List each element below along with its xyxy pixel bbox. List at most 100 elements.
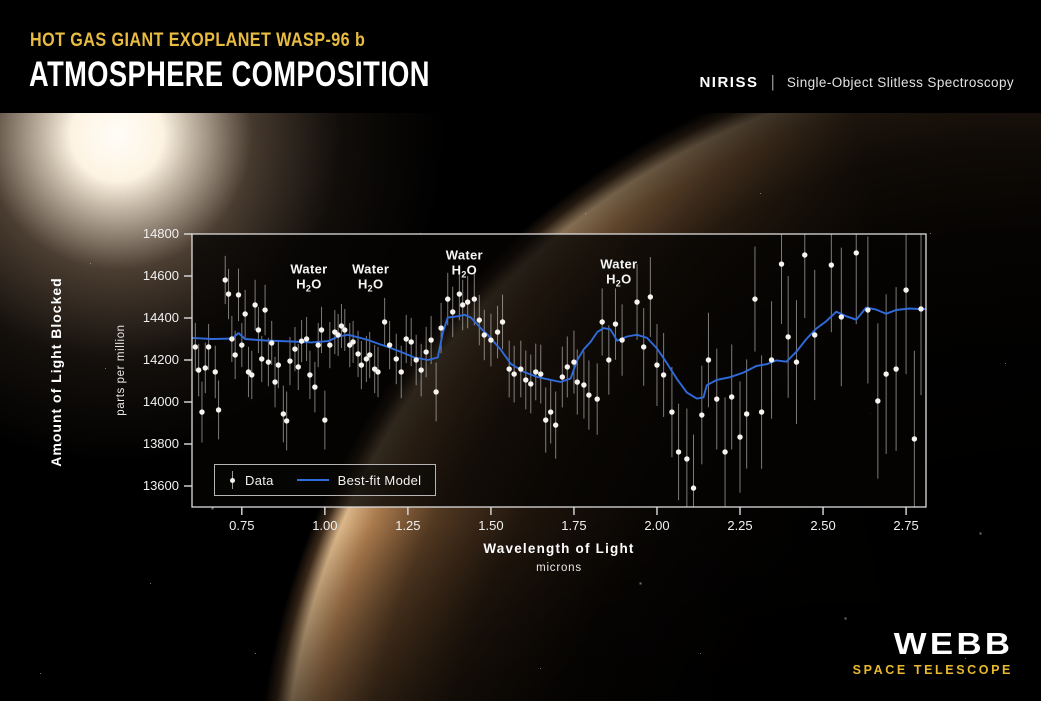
data-point (778, 261, 785, 267)
data-point (315, 342, 321, 348)
data-point (438, 325, 444, 331)
data-point (903, 287, 909, 293)
data-point (322, 417, 328, 423)
data-point (327, 342, 333, 348)
data-point (283, 418, 290, 424)
y-tick-label: 14600 (142, 268, 179, 283)
y-tick-label: 14400 (142, 310, 179, 325)
data-point (229, 336, 235, 342)
y-tick-label: 13600 (142, 478, 179, 493)
legend-label-model: Best-fit Model (337, 472, 422, 488)
data-point-marker-icon (229, 471, 236, 489)
data-point (398, 369, 404, 375)
data-point (538, 371, 544, 377)
water-annotation: Water H2O (290, 261, 328, 294)
data-point (355, 351, 361, 357)
data-point (295, 364, 301, 370)
data-point (366, 352, 373, 358)
data-point (423, 349, 429, 355)
data-point (239, 342, 245, 348)
data-point (883, 371, 889, 377)
x-axis-title: Wavelength of Light (483, 541, 635, 556)
data-point (450, 309, 456, 315)
data-point (518, 366, 524, 372)
data-point (828, 262, 835, 268)
data-point (192, 344, 199, 350)
data-point (758, 409, 765, 415)
data-point (793, 359, 800, 365)
data-point (215, 407, 222, 413)
data-point (272, 379, 278, 385)
data-point (684, 456, 690, 462)
y-tick-label: 14200 (142, 352, 179, 367)
data-point (494, 329, 501, 335)
data-point (523, 377, 529, 383)
data-point (669, 409, 675, 415)
data-point (654, 362, 660, 368)
instrument-divider: | (770, 72, 775, 91)
data-point (459, 302, 466, 308)
kicker-title: HOT GAS GIANT EXOPLANET WASP-96 b (30, 30, 366, 51)
data-point (312, 384, 318, 390)
data-point (292, 346, 298, 352)
data-point (875, 398, 881, 404)
data-point (865, 307, 871, 313)
webb-logo-tagline: SPACE TELESCOPE (852, 663, 1013, 677)
data-point (705, 357, 712, 363)
data-point (853, 250, 859, 256)
y-tick-label: 13800 (142, 436, 179, 451)
y-axis-subtitle: parts per million (115, 324, 127, 416)
x-axis-subtitle: microns (536, 562, 582, 574)
x-tick-label: 2.25 (727, 518, 753, 533)
data-point (375, 369, 381, 375)
water-annotation: Water H2O (600, 256, 638, 289)
data-point (262, 307, 268, 313)
data-point (464, 299, 471, 305)
tick-marks (184, 233, 907, 515)
data-point (581, 382, 587, 388)
data-point (418, 367, 424, 373)
data-point (528, 381, 534, 387)
data-point (543, 417, 549, 423)
data-point (559, 374, 566, 380)
instrument-name: NIRISS (699, 73, 759, 91)
data-point (729, 394, 735, 400)
data-point (195, 367, 202, 373)
data-point (893, 366, 899, 372)
data-point (586, 392, 592, 398)
data-point (488, 337, 494, 343)
data-point (202, 365, 208, 371)
data-point (511, 371, 517, 377)
data-point (287, 358, 293, 364)
data-point (222, 277, 228, 283)
plot-background (192, 234, 926, 507)
data-point (594, 396, 600, 402)
data-point (911, 436, 918, 442)
data-point (768, 357, 775, 363)
data-point (838, 314, 845, 320)
data-point (428, 337, 434, 343)
webb-logo-name: WEBB (893, 626, 1013, 661)
instrument-mode: Single-Object Slitless Spectroscopy (786, 74, 1014, 90)
y-axis-title: Amount of Light Blocked (48, 277, 64, 467)
starfield (0, 113, 1, 114)
data-point (318, 327, 325, 333)
data-point (481, 332, 487, 338)
water-annotation: Water H2O (352, 261, 390, 294)
data-point (533, 369, 539, 375)
data-point (722, 449, 728, 455)
data-layer (192, 234, 926, 507)
data-point (386, 342, 393, 348)
y-tick-label: 14000 (142, 394, 179, 409)
data-point (393, 356, 399, 362)
data-point (381, 319, 388, 325)
data-point (660, 372, 667, 378)
x-tick-label: 0.75 (229, 518, 255, 533)
data-point (499, 319, 506, 325)
data-point (358, 362, 365, 368)
data-point (737, 434, 743, 440)
data-point (363, 356, 370, 362)
data-point (612, 321, 619, 327)
data-point (199, 409, 205, 415)
